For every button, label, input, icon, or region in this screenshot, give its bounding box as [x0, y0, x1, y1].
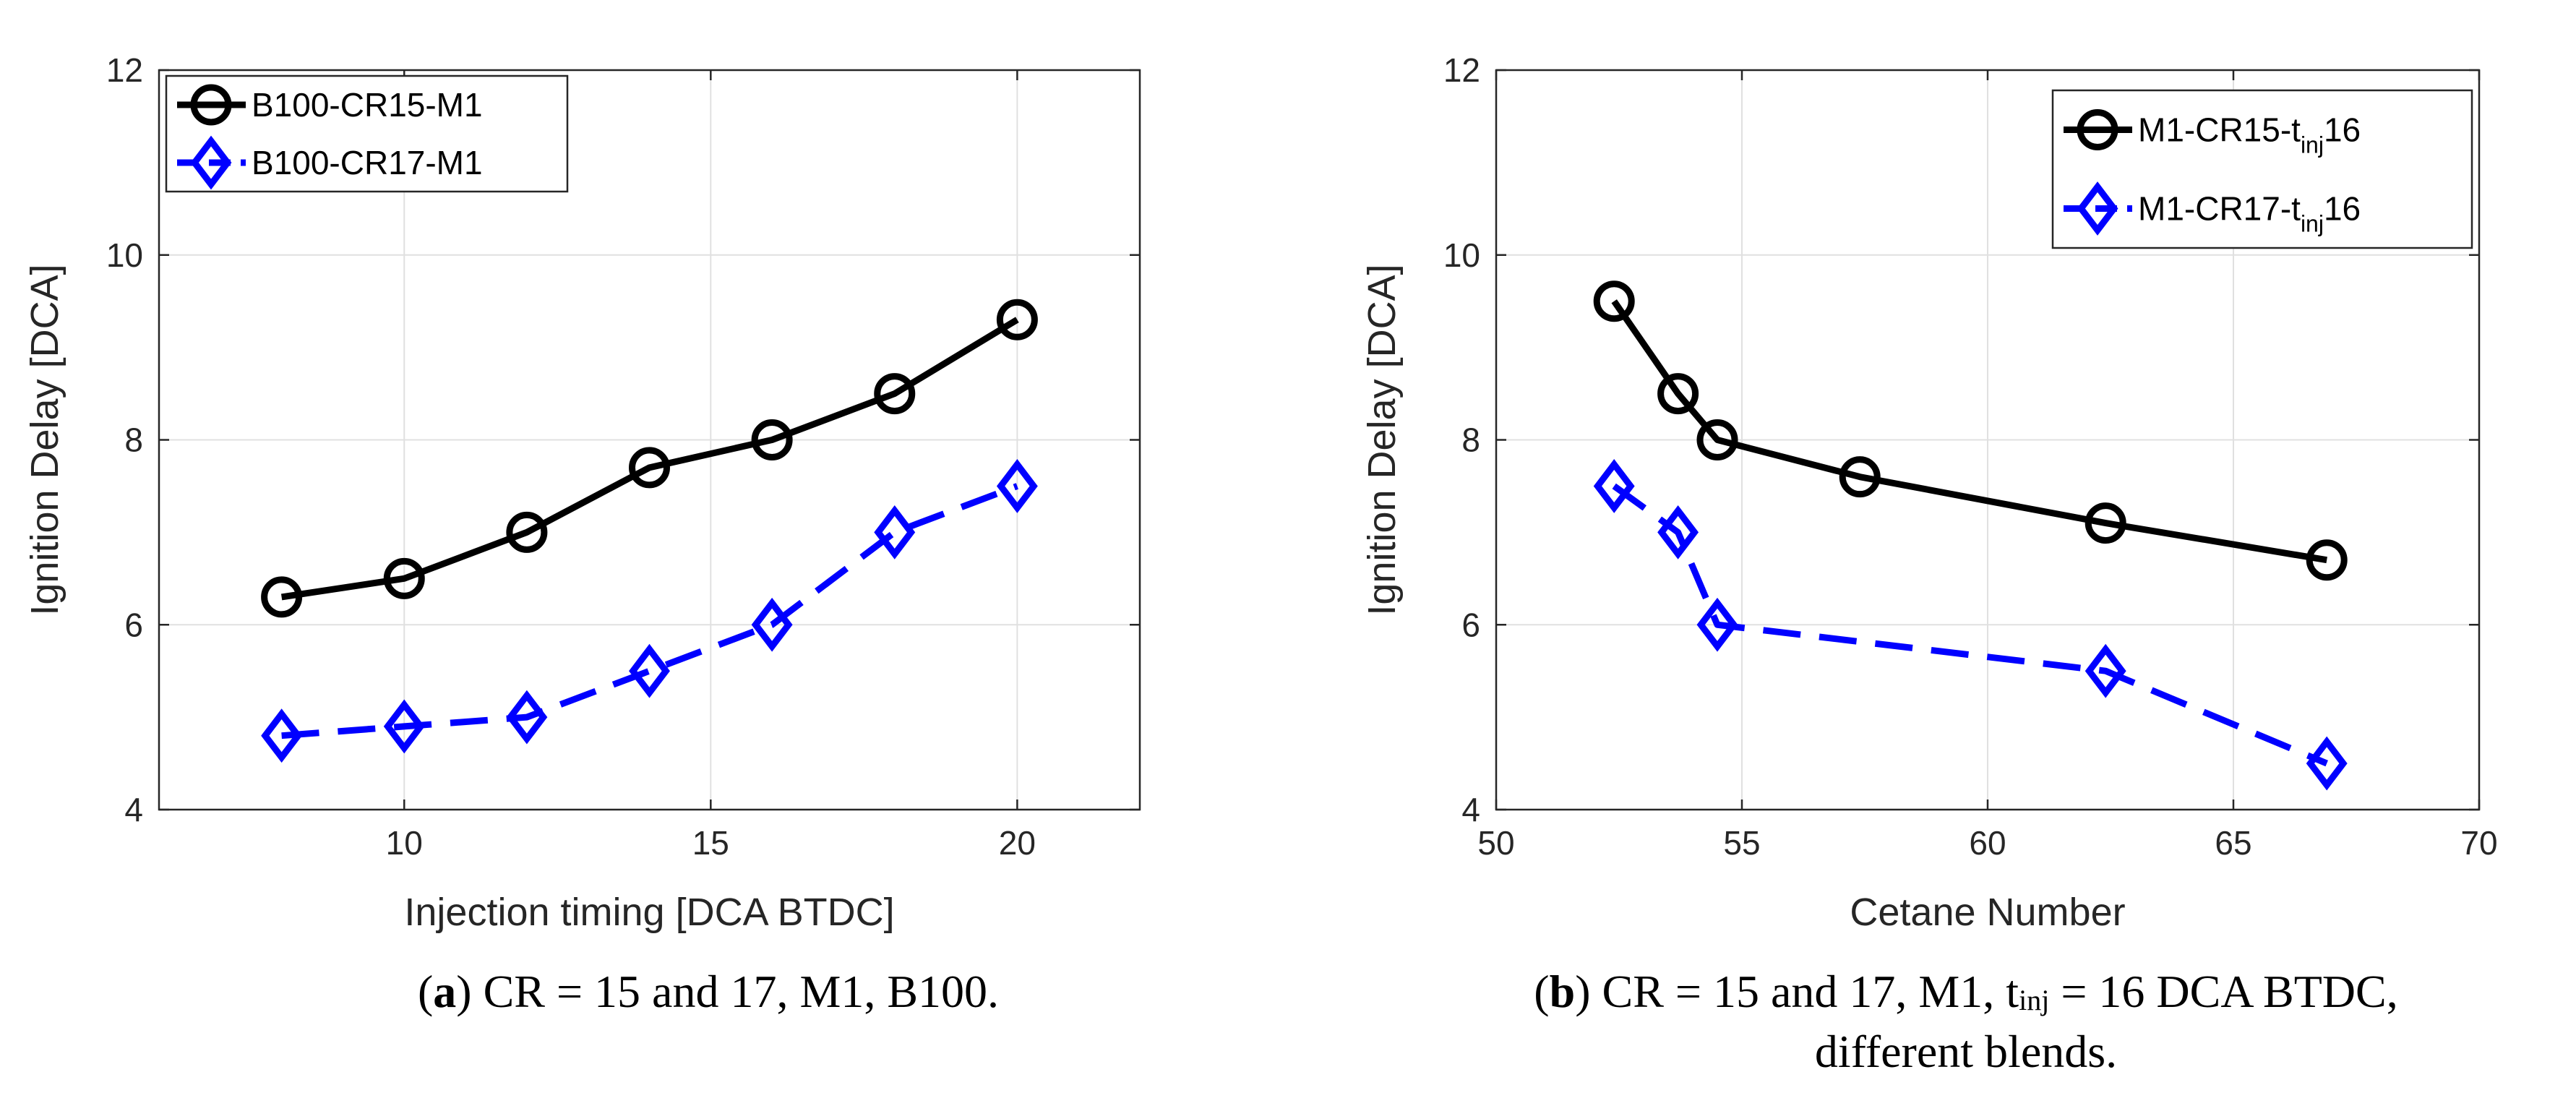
y-axis-label: Ignition Delay [DCA]	[1360, 264, 1404, 615]
series-0	[261, 299, 1038, 618]
data-point-diamond	[629, 643, 670, 698]
legend: B100-CR15-M1 B100-CR17-M1	[165, 74, 569, 193]
y-axis-label: Ignition Delay [DCA]	[23, 264, 66, 615]
caption-a-text: CR = 15 and 17, M1, B100.	[483, 966, 1000, 1017]
y-tick-label: 4	[1461, 791, 1480, 828]
legend-label-sub: inj	[2301, 132, 2324, 158]
x-tick-label: 70	[2460, 824, 2497, 862]
x-tick-label: 65	[2215, 824, 2251, 862]
chart-panel-a: 10 15 20 4 6 8 10 12 Injection timing [DCA BTDC]…	[23, 51, 1141, 934]
caption-b-line2: different blends.	[1814, 1026, 2118, 1078]
x-tick-label: 10	[386, 824, 423, 862]
series-0	[1593, 280, 2348, 581]
series-line	[280, 317, 1019, 601]
data-point-diamond	[1593, 459, 1635, 513]
x-tick-label: 50	[1477, 824, 1514, 862]
y-tick-label: 12	[1443, 51, 1480, 89]
caption-b: (b) CR = 15 and 17, M1, tinj = 16 DCA BT…	[1534, 966, 2398, 1078]
data-point-circle	[751, 419, 793, 460]
x-axis-label: Injection timing [DCA BTDC]	[404, 891, 894, 934]
data-point-circle	[383, 557, 425, 599]
legend-label: M1-CR17-tinj16	[2138, 190, 2361, 237]
data-point-circle	[2085, 502, 2126, 544]
data-point-circle	[1593, 280, 1635, 322]
legend-label-main: M1-CR17-t	[2138, 190, 2301, 228]
data-point-circle	[1657, 373, 1699, 415]
data-point-diamond	[383, 699, 425, 754]
data-point-diamond	[2085, 643, 2126, 698]
legend-label: M1-CR15-tinj16	[2138, 111, 2361, 158]
data-point-diamond	[261, 708, 303, 763]
legend-label: B100-CR15-M1	[252, 86, 483, 124]
caption-a-letter: a	[433, 966, 457, 1017]
data-point-diamond	[506, 690, 548, 745]
y-tick-label: 6	[124, 606, 143, 643]
data-point-circle	[874, 373, 916, 415]
y-tick-label: 8	[1461, 421, 1480, 459]
data-point-circle	[506, 511, 548, 553]
data-point-diamond	[874, 505, 916, 560]
data-point-diamond	[2077, 181, 2118, 236]
series-line	[281, 483, 1018, 739]
caption-a: (a) CR = 15 and 17, M1, B100.	[417, 966, 1000, 1017]
series-line	[1611, 299, 2327, 564]
legend-label-sub: inj	[2301, 211, 2324, 237]
data-point-diamond	[996, 459, 1038, 513]
data-point-circle	[629, 447, 670, 489]
series-1	[1593, 459, 2348, 791]
data-point-circle	[190, 84, 232, 126]
y-tick-label: 10	[1443, 236, 1480, 274]
legend-box	[165, 74, 569, 193]
x-axis-label: Cetane Number	[1850, 891, 2125, 934]
y-tick-label: 4	[124, 791, 143, 828]
legend-label-main: M1-CR15-t	[2138, 111, 2301, 149]
data-point-diamond	[1657, 505, 1699, 560]
data-point-circle	[2306, 539, 2348, 581]
x-tick-label: 60	[1969, 824, 2006, 862]
x-tick-label: 55	[1723, 824, 1760, 862]
chart-panel-b: 50 55 60 65 70 4 6 8 10 12 Cetane Number Ignition D…	[1360, 51, 2498, 934]
y-tick-label: 12	[106, 51, 143, 89]
y-tick-label: 10	[106, 236, 143, 274]
series-1	[261, 459, 1038, 763]
data-point-circle	[1839, 456, 1881, 498]
y-tick-label: 6	[1461, 606, 1480, 643]
y-tick-label: 8	[124, 421, 143, 459]
data-point-circle	[261, 576, 303, 618]
x-tick-label: 15	[692, 824, 729, 862]
caption-b-letter: b	[1549, 966, 1576, 1017]
caption-b-text-pre: CR = 15 and 17, M1, t	[1602, 966, 2019, 1017]
data-point-diamond	[2306, 736, 2348, 791]
data-point-diamond	[190, 135, 232, 190]
x-tick-label: 20	[999, 824, 1036, 862]
legend-label-suffix: 16	[2324, 190, 2361, 228]
legend-box	[2051, 89, 2473, 249]
legend-label: B100-CR17-M1	[252, 144, 483, 181]
caption-b-text-post: = 16 DCA BTDC,	[2049, 966, 2398, 1017]
series-line	[1612, 483, 2328, 767]
data-point-circle	[1696, 419, 1738, 460]
data-point-circle	[2077, 109, 2118, 150]
legend-label-suffix: 16	[2324, 111, 2361, 149]
data-point-diamond	[1696, 597, 1738, 652]
data-point-diamond	[751, 597, 793, 652]
caption-b-text-sub: inj	[2019, 984, 2050, 1016]
data-point-circle	[996, 299, 1038, 340]
